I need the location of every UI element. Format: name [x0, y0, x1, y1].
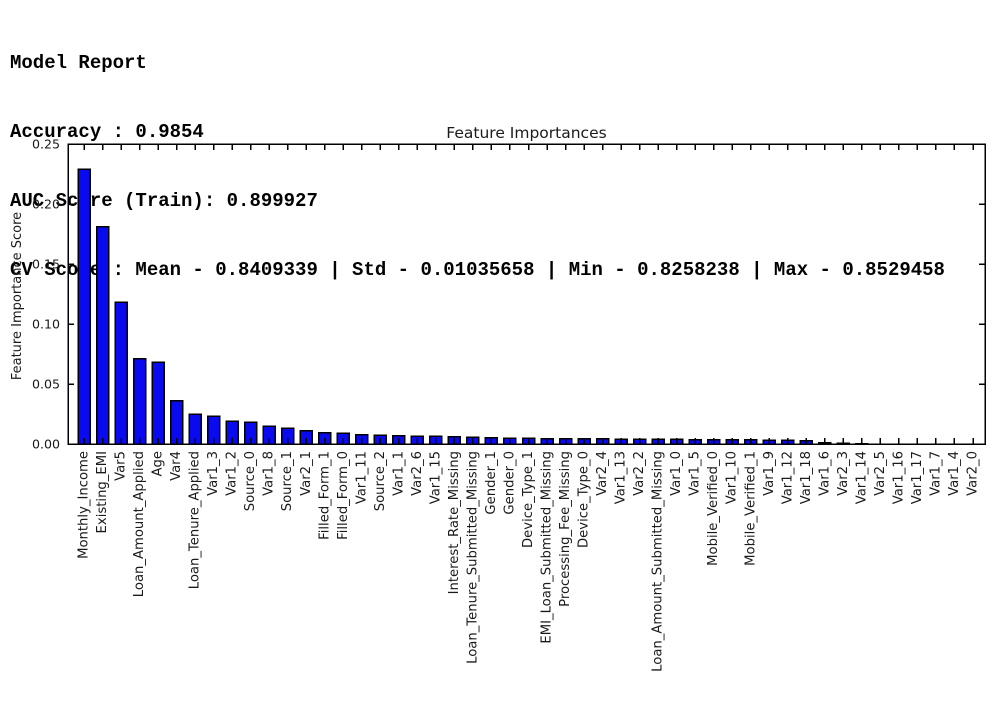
x-tick-label-Interest_Rate_Missing: Interest_Rate_Missing [447, 451, 462, 594]
x-tick-label-Var1_1: Var1_1 [391, 451, 406, 496]
y-tick-label: 0.25 [32, 137, 60, 152]
plot-border [67, 143, 986, 445]
x-tick-label-Var1_12: Var1_12 [780, 451, 795, 504]
model-report-title: Model Report [10, 52, 147, 74]
x-tick-label-Gender_1: Gender_1 [484, 451, 499, 515]
x-tick-label-Processing_Fee_Missing: Processing_Fee_Missing [558, 451, 573, 607]
x-tick-label-Loan_Tenure_Submitted_Missing: Loan_Tenure_Submitted_Missing [465, 451, 480, 664]
bar-Monthly_Income [77, 168, 91, 445]
y-tick-label: 0.00 [32, 437, 60, 452]
bar-Existing_EMI [95, 226, 110, 445]
cv-score-line: CV Score : Mean - 0.8409339 | Std - 0.01… [10, 259, 945, 281]
x-tick-label-Filled_Form_1: Filled_Form_1 [317, 451, 332, 540]
x-tick-label-Loan_Tenure_Applied: Loan_Tenure_Applied [188, 451, 203, 589]
ticks-group [68, 143, 985, 445]
x-tick-label-Loan_Amount_Applied: Loan_Amount_Applied [132, 451, 147, 597]
x-tick-label-Device_Type_1: Device_Type_1 [521, 451, 536, 548]
x-tick-label-Existing_EMI: Existing_EMI [95, 451, 110, 533]
x-tick-label-Age: Age [151, 451, 166, 477]
x-tick-label-Var1_13: Var1_13 [614, 451, 629, 504]
accuracy-line: Accuracy : 0.9854 [10, 121, 204, 143]
bar-Loan_Amount_Applied [132, 358, 147, 445]
x-tick-label-Var1_7: Var1_7 [928, 451, 943, 496]
x-tick-label-Var2_2: Var2_2 [632, 451, 647, 496]
bar-Age [151, 361, 165, 445]
x-tick-label-Var2_4: Var2_4 [595, 451, 610, 496]
x-tick-label-Var1_3: Var1_3 [206, 451, 221, 496]
x-tick-label-Loan_Amount_Submitted_Missing: Loan_Amount_Submitted_Missing [651, 451, 666, 672]
bar-Var4 [169, 400, 184, 445]
model-report-block: Model Report Accuracy : 0.9854 AUC Score… [10, 6, 945, 305]
x-tick-label-Var2_6: Var2_6 [410, 451, 425, 496]
x-tick-label-Monthly_Income: Monthly_Income [77, 451, 92, 559]
x-tick-label-Var1_15: Var1_15 [428, 451, 443, 504]
x-tick-label-Var2_5: Var2_5 [873, 451, 888, 496]
x-tick-label-Var1_16: Var1_16 [891, 451, 906, 504]
y-tick-label: 0.05 [32, 377, 60, 392]
x-tick-label-Filled_Form_0: Filled_Form_0 [336, 451, 351, 540]
bar-Var5 [114, 301, 128, 445]
x-tick-label-Device_Type_0: Device_Type_0 [577, 451, 592, 548]
x-tick-label-Var1_10: Var1_10 [725, 451, 740, 504]
y-tick-label: 0.15 [32, 257, 60, 272]
x-tick-label-Mobile_Verified_1: Mobile_Verified_1 [743, 451, 758, 566]
x-tick-label-EMI_Loan_Submitted_Missing: EMI_Loan_Submitted_Missing [540, 451, 555, 644]
x-tick-label-Var1_9: Var1_9 [762, 451, 777, 496]
chart-title: Feature Importances [446, 124, 606, 142]
y-tick-label: 0.20 [32, 197, 60, 212]
x-tick-label-Gender_0: Gender_0 [502, 451, 517, 515]
x-tick-label-Var1_17: Var1_17 [910, 451, 925, 504]
x-tick-label-Var1_11: Var1_11 [354, 451, 369, 504]
bars-group [77, 168, 869, 445]
x-tick-label-Var1_14: Var1_14 [854, 451, 869, 504]
x-tick-label-Var1_0: Var1_0 [669, 451, 684, 496]
tick-labels-group: 0.00 0.05 0.10 0.15 0.20 0.25 Monthly_Income Ex… [32, 137, 981, 672]
y-axis-label: Feature Importance Score [10, 212, 25, 380]
x-tick-label-Source_0: Source_0 [243, 451, 258, 511]
x-tick-label-Var1_5: Var1_5 [688, 451, 703, 496]
x-tick-label-Source_2: Source_2 [373, 451, 388, 511]
x-tick-label-Var1_4: Var1_4 [947, 451, 962, 496]
x-tick-label-Var2_3: Var2_3 [836, 451, 851, 496]
x-tick-label-Var1_8: Var1_8 [262, 451, 277, 496]
x-tick-label-Mobile_Verified_0: Mobile_Verified_0 [706, 451, 721, 566]
y-tick-label: 0.10 [32, 317, 60, 332]
x-tick-label-Var1_18: Var1_18 [799, 451, 814, 504]
x-tick-label-Var1_6: Var1_6 [817, 451, 832, 496]
x-tick-label-Var2_1: Var2_1 [299, 451, 314, 496]
x-tick-label-Var4: Var4 [169, 451, 184, 481]
x-tick-label-Var1_2: Var1_2 [225, 451, 240, 496]
x-tick-label-Var2_0: Var2_0 [966, 451, 981, 496]
auc-score-line: AUC Score (Train): 0.899927 [10, 190, 318, 212]
x-tick-label-Source_1: Source_1 [280, 451, 295, 511]
x-tick-label-Var5: Var5 [114, 451, 129, 481]
